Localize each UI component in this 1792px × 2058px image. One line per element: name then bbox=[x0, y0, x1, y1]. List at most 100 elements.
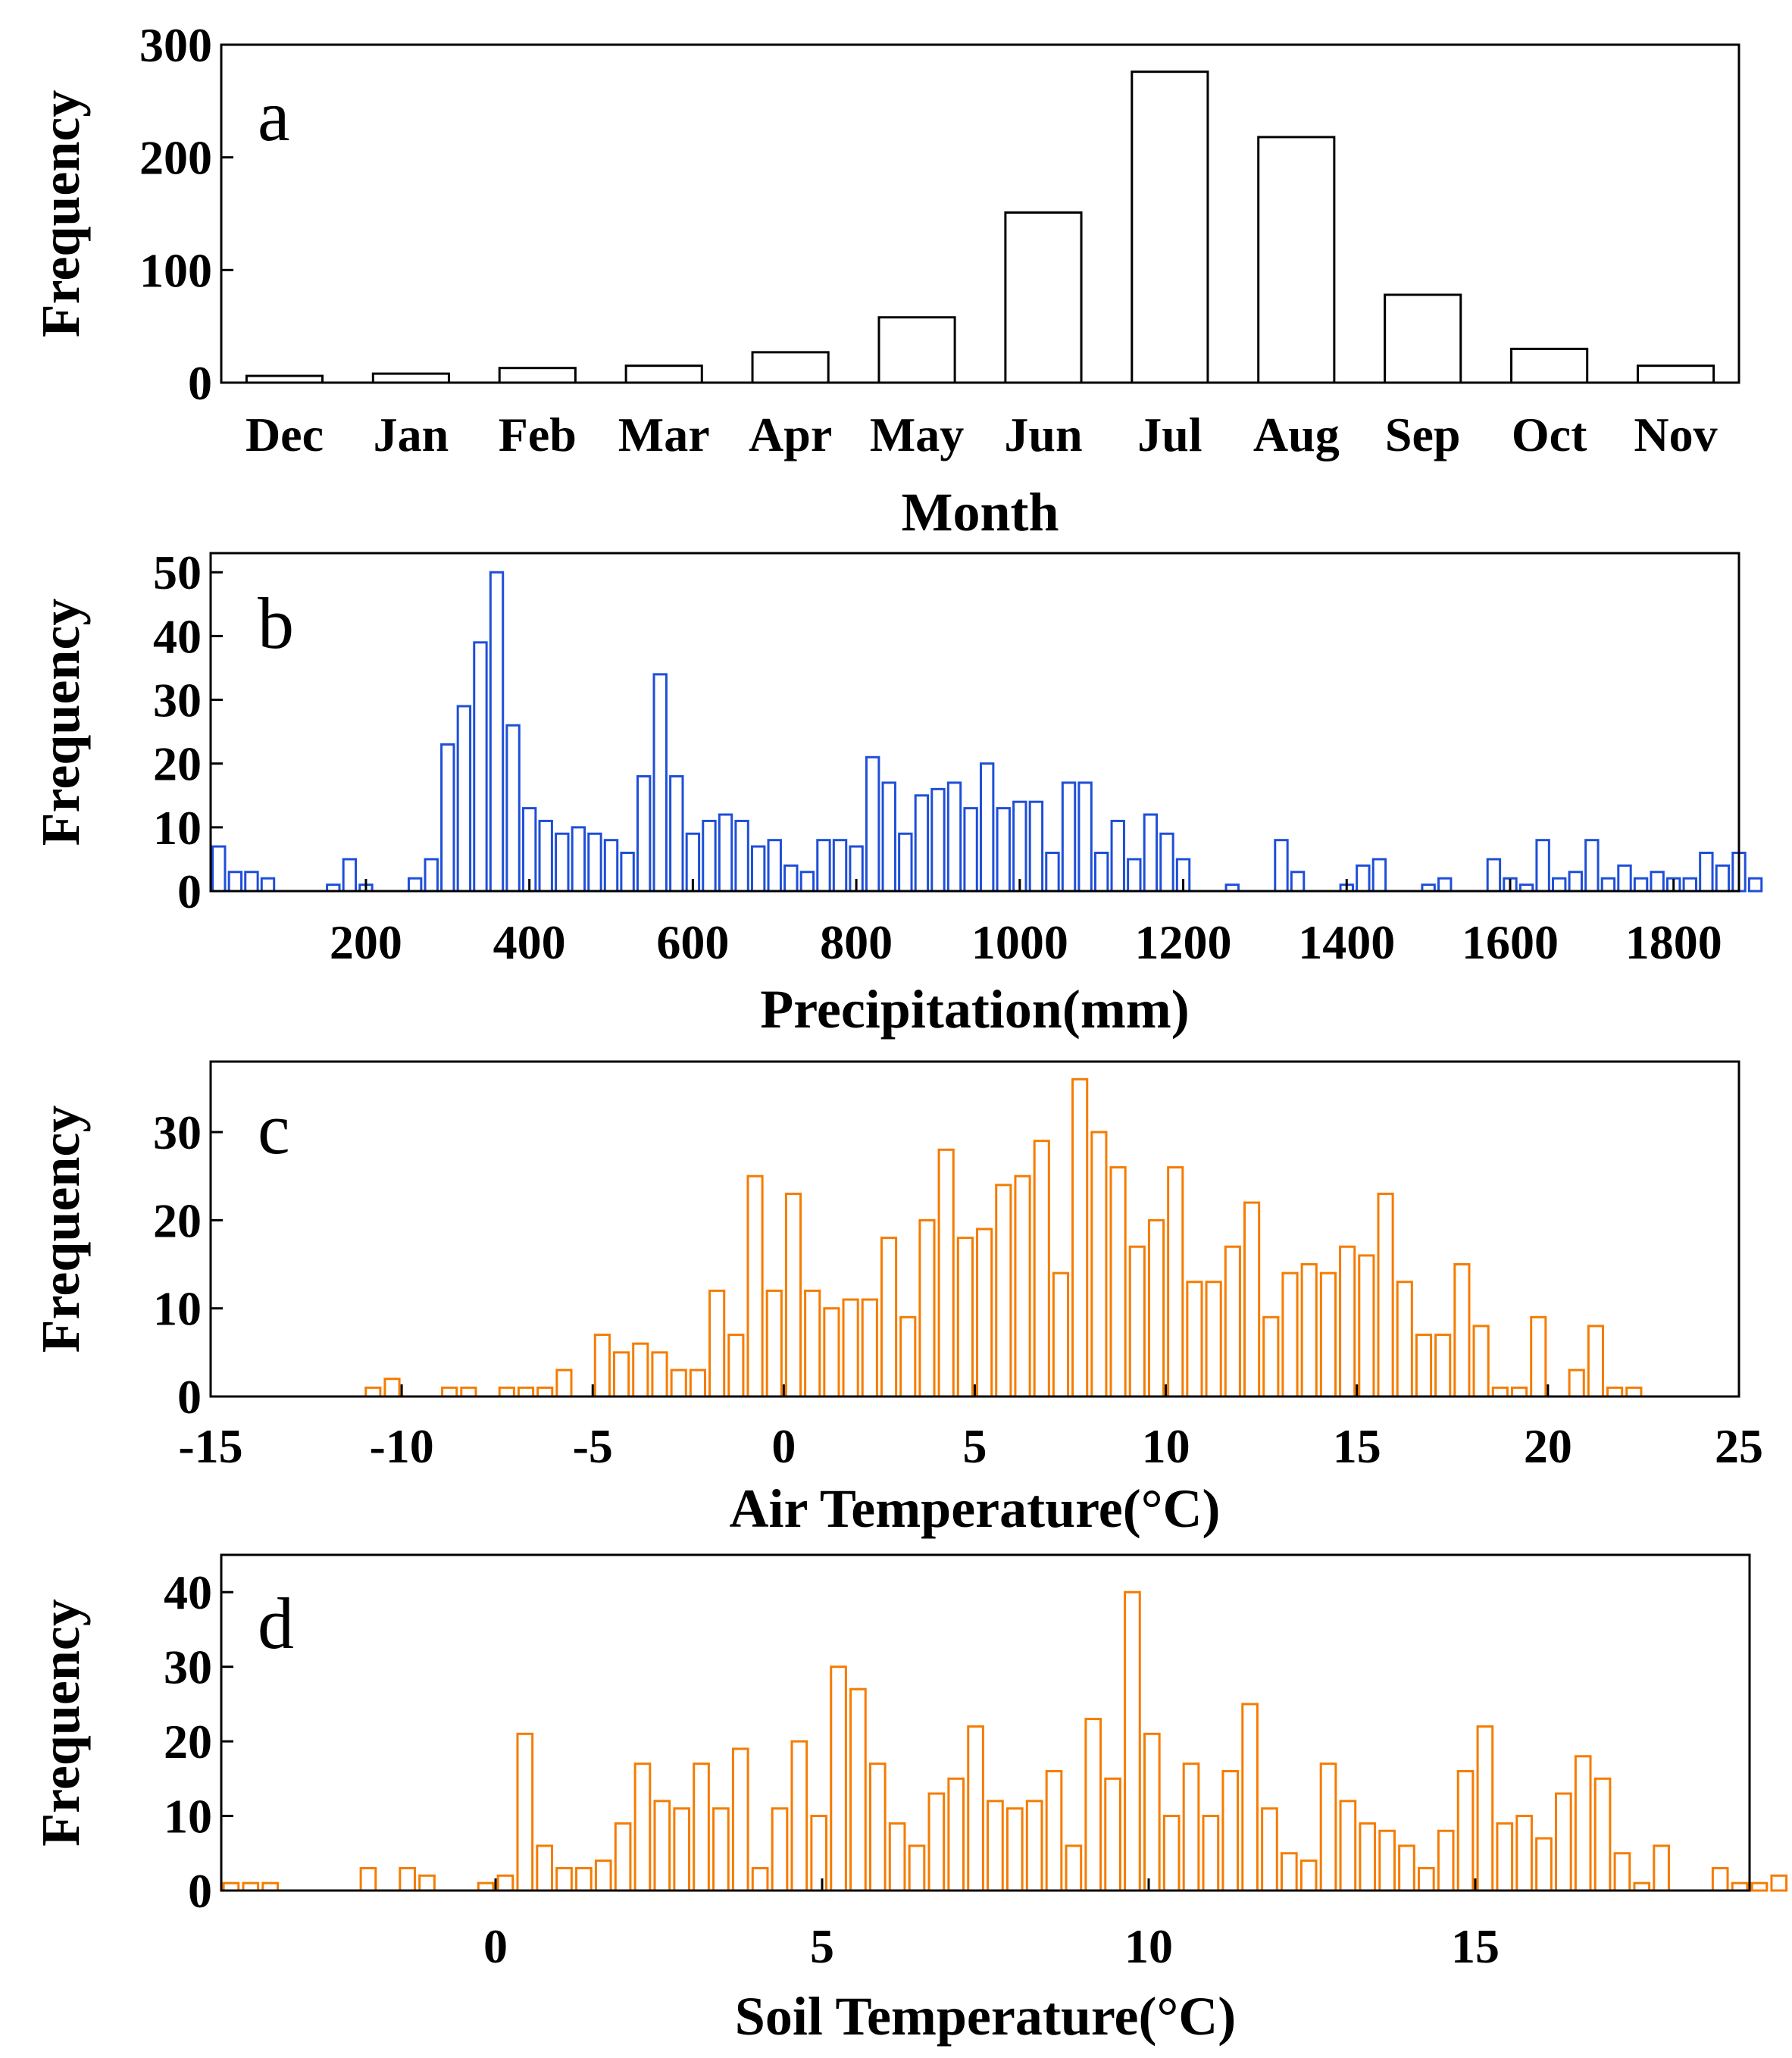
bar bbox=[868, 1762, 887, 1892]
x-tick-label: Apr bbox=[749, 408, 832, 461]
bar bbox=[1711, 1866, 1729, 1892]
bar bbox=[1143, 813, 1159, 893]
bar bbox=[1262, 1315, 1280, 1398]
bar bbox=[1274, 839, 1289, 893]
bar-apr bbox=[751, 351, 830, 384]
bar bbox=[767, 839, 782, 893]
bar bbox=[899, 1315, 917, 1398]
bar bbox=[1606, 1386, 1624, 1398]
bar bbox=[1613, 1852, 1631, 1892]
bar bbox=[1299, 1859, 1318, 1892]
y-tick-label: 40 bbox=[164, 1565, 212, 1619]
bar bbox=[1339, 1800, 1357, 1892]
bar bbox=[1143, 1732, 1161, 1892]
x-tick-label: 5 bbox=[810, 1919, 834, 1973]
y-axis-title: Frequency bbox=[30, 599, 91, 846]
bar bbox=[987, 1800, 1004, 1892]
panel-letter: c bbox=[258, 1088, 290, 1169]
bar bbox=[1396, 1281, 1413, 1398]
x-tick-label: 800 bbox=[820, 915, 893, 969]
bar bbox=[731, 1747, 749, 1892]
bar bbox=[1434, 1334, 1452, 1398]
bar bbox=[424, 858, 439, 893]
bar bbox=[1052, 1271, 1070, 1398]
bar-jun bbox=[1004, 211, 1083, 384]
bar bbox=[996, 807, 1011, 893]
bar bbox=[1653, 1844, 1670, 1892]
bar bbox=[888, 1822, 906, 1892]
bar-jul bbox=[1131, 70, 1209, 384]
y-tick-label: 100 bbox=[139, 243, 212, 297]
bar bbox=[555, 1368, 573, 1398]
bar bbox=[861, 1298, 878, 1398]
bar-jan bbox=[371, 372, 450, 384]
bar bbox=[1290, 871, 1306, 893]
bar bbox=[881, 781, 896, 893]
bar bbox=[1202, 1815, 1220, 1892]
bar bbox=[1109, 1166, 1127, 1398]
bar bbox=[1077, 781, 1093, 893]
bar bbox=[1472, 1325, 1490, 1398]
bar bbox=[1486, 858, 1502, 893]
bar bbox=[689, 1368, 706, 1398]
y-tick-label: 30 bbox=[164, 1640, 212, 1694]
bar bbox=[1084, 1718, 1102, 1892]
bar bbox=[456, 705, 472, 893]
x-tick-label: 600 bbox=[656, 915, 729, 969]
y-axis-title: Frequency bbox=[30, 90, 91, 338]
bar bbox=[832, 839, 848, 893]
bar bbox=[1124, 1590, 1141, 1892]
bar bbox=[956, 1237, 974, 1398]
plot-frame-b bbox=[209, 552, 1740, 893]
bar bbox=[1205, 1281, 1222, 1398]
bar bbox=[1398, 1844, 1415, 1892]
bars-a bbox=[245, 70, 1715, 384]
bar bbox=[880, 1237, 898, 1398]
x-tick-label: 20 bbox=[1524, 1419, 1572, 1473]
bar bbox=[1377, 1192, 1394, 1398]
y-tick-label: 300 bbox=[139, 18, 212, 72]
bar bbox=[927, 1792, 946, 1892]
bar bbox=[963, 807, 978, 893]
bar bbox=[1358, 1254, 1375, 1398]
bar bbox=[1241, 1703, 1259, 1892]
bar bbox=[1281, 1271, 1299, 1398]
bar bbox=[1650, 871, 1665, 893]
bar-nov bbox=[1636, 364, 1715, 384]
x-tick-label: 15 bbox=[1451, 1919, 1500, 1973]
bar bbox=[1510, 1386, 1528, 1398]
bar bbox=[1261, 1807, 1278, 1892]
bar bbox=[1012, 800, 1027, 893]
bar bbox=[440, 743, 455, 893]
y-axis-title: Frequency bbox=[30, 1106, 91, 1353]
bar bbox=[734, 819, 749, 893]
bar-may bbox=[877, 316, 956, 384]
plot-frame-d bbox=[220, 1553, 1751, 1892]
x-tick-label: 1000 bbox=[971, 915, 1068, 969]
bar bbox=[712, 1807, 730, 1892]
bar bbox=[976, 1228, 993, 1398]
bar bbox=[1568, 1368, 1585, 1398]
bar bbox=[1359, 1822, 1377, 1892]
x-tick-label: 400 bbox=[493, 915, 566, 969]
bar bbox=[575, 1866, 593, 1892]
bar bbox=[441, 1386, 458, 1398]
bar bbox=[1061, 781, 1077, 893]
bar bbox=[1699, 852, 1714, 893]
bar bbox=[418, 1874, 436, 1892]
x-tick-label: 5 bbox=[963, 1419, 987, 1473]
bar bbox=[804, 1289, 821, 1398]
bar bbox=[784, 1192, 802, 1398]
bar bbox=[633, 1762, 652, 1892]
panel-b: 0 10 20 30 40 50 200 400 600 800 1000 1200 1400 1600 1… bbox=[30, 546, 1763, 1040]
x-tick-label: 200 bbox=[330, 915, 402, 969]
x-tick-label: Oct bbox=[1512, 408, 1587, 461]
bar bbox=[1617, 864, 1632, 893]
bar bbox=[914, 794, 930, 893]
bar bbox=[946, 781, 962, 893]
bar bbox=[571, 826, 586, 893]
bar bbox=[718, 813, 733, 893]
bar-feb bbox=[498, 367, 577, 384]
x-tick-label: Aug bbox=[1253, 408, 1340, 461]
bar bbox=[1371, 858, 1387, 893]
